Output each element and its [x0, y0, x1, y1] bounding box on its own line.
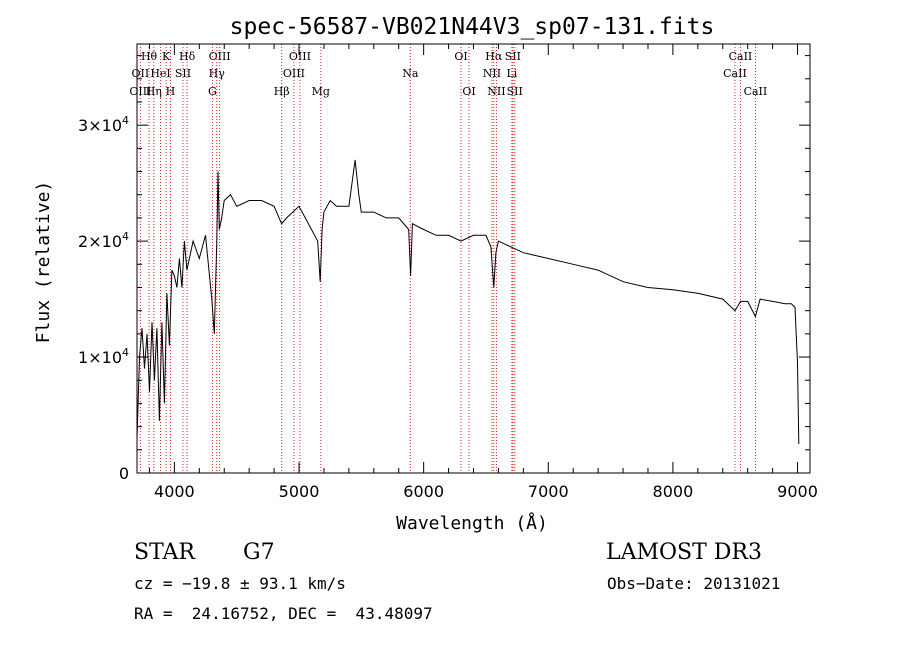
- line-marker-label: HeI: [150, 67, 170, 80]
- coordinates-text: RA = 24.16752, DEC = 43.48097: [134, 604, 433, 623]
- line-marker-label: OIII: [209, 50, 231, 63]
- x-tick-label: 6000: [403, 482, 444, 501]
- line-marker-label: SII: [507, 85, 523, 98]
- spectrum-series-line: [136, 159, 800, 445]
- obs-date-text: Obs−Date: 20131021: [607, 574, 780, 593]
- line-marker-label: OI: [462, 85, 475, 98]
- x-axis-label: Wavelength (Å): [396, 512, 548, 534]
- survey-name: LAMOST DR3: [606, 540, 762, 565]
- plot-frame: [136, 43, 811, 474]
- chart-title: spec-56587-VB021N44V3_sp07-131.fits: [230, 14, 715, 40]
- line-marker-label: OIII: [129, 85, 151, 98]
- line-marker-label: Hγ: [209, 67, 226, 80]
- x-tick-label: 8000: [653, 482, 694, 501]
- line-marker-label: CaII: [729, 50, 753, 63]
- line-marker-label: OI: [454, 50, 467, 63]
- line-marker-label: SII: [505, 50, 521, 63]
- axes: 4000 5000 6000 7000 8000 9000 0 1×104 2×104 3×104: [78, 44, 818, 501]
- line-marker-label: Na: [402, 67, 419, 80]
- y-tick-label: 3×104: [78, 114, 129, 135]
- line-marker-label: OIII: [283, 67, 305, 80]
- line-marker-label: G: [208, 85, 217, 98]
- x-tick-label: 7000: [528, 482, 569, 501]
- y-tick-label: 1×104: [78, 346, 129, 367]
- line-marker-label: OII: [132, 67, 150, 80]
- line-marker-label: Hθ: [141, 50, 158, 63]
- line-markers: Hθ OII OIII HeI Hη K H SII Hδ OIII Hγ G OIII OIII Hβ Mg…: [129, 44, 767, 473]
- redshift-text: cz = −19.8 ± 93.1 km/s: [134, 574, 346, 593]
- line-marker-label: OIII: [289, 50, 311, 63]
- line-marker-label: CaII: [744, 85, 768, 98]
- line-marker-label: CaII: [723, 67, 747, 80]
- y-axis-label: Flux (relative): [33, 181, 54, 344]
- line-marker-label: NII: [483, 67, 501, 80]
- x-tick-label: 9000: [777, 482, 818, 501]
- line-marker-label: NII: [487, 85, 505, 98]
- line-marker-label: Hβ: [274, 85, 290, 98]
- line-marker-label: H: [166, 85, 176, 98]
- y-tick-label: 0: [119, 464, 129, 483]
- line-marker-label: Hη: [146, 85, 162, 98]
- line-marker-label: Mg: [312, 85, 330, 98]
- line-marker-label: SII: [175, 67, 191, 80]
- line-marker-label: Li: [506, 67, 517, 80]
- x-tick-label: 4000: [154, 482, 195, 501]
- object-class: STAR: [134, 540, 196, 565]
- line-marker-label: K: [162, 50, 171, 63]
- x-tick-label: 5000: [279, 482, 320, 501]
- y-tick-label: 2×104: [78, 230, 129, 251]
- line-marker-label: Hα: [485, 50, 503, 63]
- line-marker-label: Hδ: [179, 50, 196, 63]
- object-subclass: G7: [243, 540, 275, 565]
